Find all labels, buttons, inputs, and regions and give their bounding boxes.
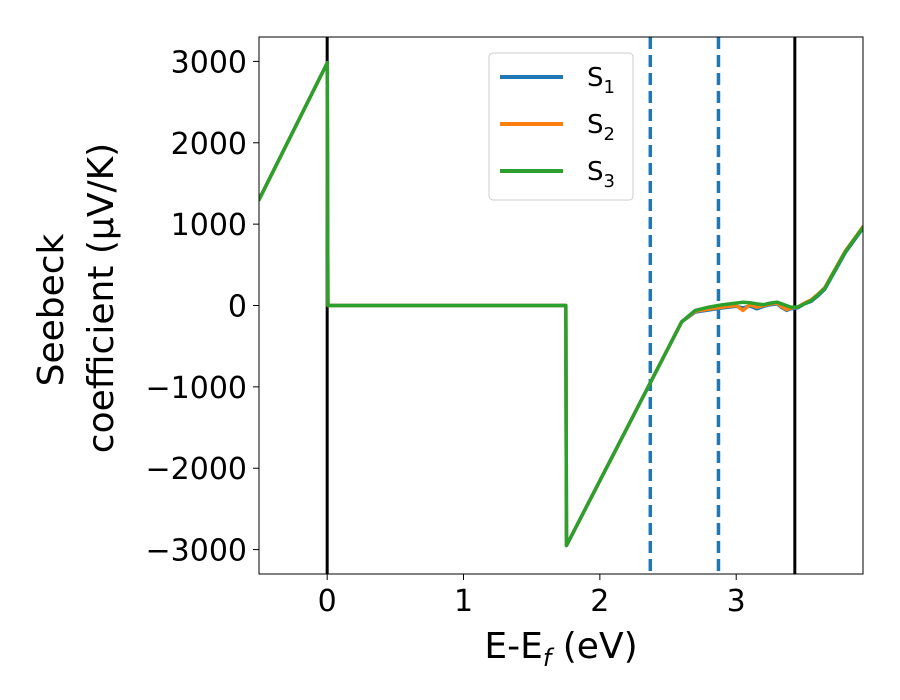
y-tick-label: 2000 (171, 127, 247, 162)
x-tick-label: 2 (590, 584, 609, 619)
x-axis-title-base: E-E (484, 626, 542, 667)
legend-label-s3-base: S (587, 157, 604, 187)
x-axis-title-suffix: (eV) (551, 626, 637, 667)
y-tick-label: 3000 (171, 45, 247, 80)
y-tick-label: −3000 (146, 534, 247, 569)
legend-label-s3-sub: 3 (604, 171, 615, 192)
x-tick-label: 0 (318, 584, 337, 619)
y-tick-label: 0 (228, 290, 247, 325)
legend-frame (488, 52, 634, 201)
legend-label-s3: S3 (587, 157, 615, 192)
x-tick-label: 1 (454, 584, 473, 619)
legend-label-s2-sub: 2 (604, 124, 615, 145)
y-axis-title-line1: Seebeck (31, 233, 72, 386)
legend-label-s1: S1 (587, 63, 615, 98)
y-axis-title-line2: coefficient (μV/K) (81, 143, 122, 453)
x-axis: 0 1 2 3 (318, 574, 746, 619)
y-tick-label: −2000 (146, 452, 247, 487)
x-axis-title: E-Ef (eV) (484, 626, 637, 672)
y-tick-label: −1000 (146, 371, 247, 406)
legend: S1 S2 S3 (488, 52, 634, 201)
x-tick-label: 3 (727, 584, 746, 619)
legend-label-s2-base: S (587, 110, 604, 140)
series-line-s3 (259, 61, 863, 548)
legend-label-s1-sub: 1 (604, 77, 615, 98)
legend-label-s2: S2 (587, 110, 615, 145)
legend-label-s1-base: S (587, 63, 604, 93)
y-tick-label: 1000 (171, 208, 247, 243)
series-lines (259, 61, 863, 548)
y-axis: 3000 2000 1000 0 −1000 −2000 −3000 (146, 45, 259, 569)
